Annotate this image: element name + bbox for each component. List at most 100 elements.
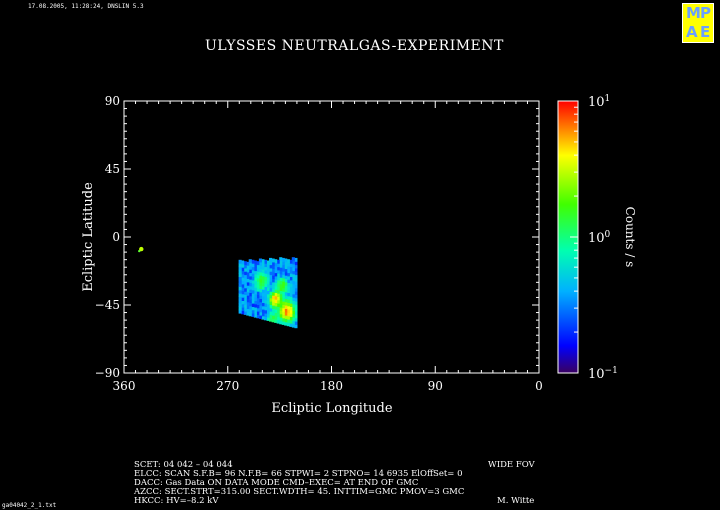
heatmap-cell [263,303,267,307]
heatmap-cell [248,289,252,293]
heatmap-cell [253,273,257,278]
heatmap-cell [274,292,278,297]
heatmap-cell [246,311,250,316]
heatmap-cell [284,318,288,323]
heatmap-cell [269,311,273,315]
heatmap-cell [294,261,298,266]
heatmap-cell [266,263,270,268]
heatmap-cell [253,263,257,268]
heatmap-cell [291,260,295,265]
colorbar-axis: 101 100 10−1 [570,94,618,382]
heatmap-cell [261,275,265,280]
heatmap-cell [294,281,298,285]
heatmap-cell [269,281,273,285]
heatmap-cell [261,295,265,300]
heatmap-cell [271,288,275,293]
heatmap-cell [281,264,285,269]
heatmap-cell [246,295,250,299]
heatmap-cell [284,268,288,273]
heatmap-cell [276,276,280,281]
heatmap-cell [256,274,260,279]
heatmap-cell [269,287,273,292]
heatmap-cell [266,290,270,295]
heatmap-cell [286,302,290,307]
heatmap-cell [276,309,280,314]
heatmap-cell [251,303,255,307]
heatmap-cell [253,307,257,311]
heatmap-cell [291,323,295,328]
heatmap-cell [253,270,257,275]
heatmap-cell [246,265,250,270]
heatmap-cell [291,310,295,315]
heatmap-cell [294,304,298,309]
point-source [139,246,144,252]
heatmap-cell [274,269,278,274]
heatmap-cell [258,291,262,296]
heatmap-cell [284,281,288,286]
heatmap-cell [279,303,283,308]
plot-frame [123,100,540,374]
heatmap-cell [246,285,250,289]
heatmap-cell [246,281,250,286]
heatmap-cell [271,295,275,299]
heatmap-cell [289,316,293,321]
heatmap-cell [289,283,293,287]
heatmap-cell [238,283,242,287]
heatmap-cell [251,279,255,284]
y-tick-label: 45 [105,162,120,176]
heatmap-cell [238,286,242,291]
heatmap-cell [294,291,298,295]
heatmap-cell [263,316,267,321]
heatmap-cell [241,263,245,268]
author-label: M. Witte [497,496,535,506]
heatmap-cell [253,297,257,301]
heatmap-cell [258,311,262,316]
heatmap-cell [289,309,293,314]
heatmap-cell [251,286,255,291]
heatmap-cell [294,311,298,315]
heatmap-cell [276,283,280,287]
heatmap-cell [256,284,260,289]
heatmap-cell [281,311,285,315]
heatmap-cell [263,269,267,274]
heatmap-cell [269,291,273,295]
heatmap-cell [261,292,265,297]
heatmap-cell [291,267,295,272]
heatmap-cell [261,282,265,287]
heatmap-cell [284,275,288,279]
heatmap-cell [263,306,267,311]
heatmap-cell [269,271,273,276]
heatmap-cell [284,301,288,306]
heatmap-cell [261,289,265,293]
heatmap-cell [243,301,247,305]
heatmap-cell [241,260,245,265]
heatmap-cell [261,299,265,303]
heatmap-cell [279,263,283,268]
heatmap-cell [284,321,288,326]
heatmap-cell [271,308,275,313]
heatmap-cell [246,288,250,293]
heatmap-cell [266,310,270,315]
logo-letter-a: A [686,23,698,41]
heatmap-cell [281,271,285,276]
heatmap-cell [271,261,275,266]
heatmap-cell [294,271,298,276]
heatmap-cell [248,265,252,270]
heatmap-cell [238,273,242,277]
heatmap-cell [291,303,295,308]
heatmap-cell [289,289,293,294]
colorbar-tick-label: 100 [588,230,611,246]
heatmap-cell [246,271,250,276]
heatmap-cell [281,321,285,325]
heatmap-cell [246,291,250,296]
heatmap-cell [251,259,255,264]
heatmap-cell [291,290,295,295]
heatmap-cell [251,296,255,301]
heatmap-cell [241,267,245,272]
heatmap-cell [246,261,250,266]
heatmap-cell [281,287,285,292]
footer-line-dacc: DACC: Gas Data ON DATA MODE CMD–EXEC= AT… [134,478,419,488]
heatmap-cell [271,265,275,270]
heatmap-cell [243,294,247,299]
heatmap-cell [243,274,247,279]
